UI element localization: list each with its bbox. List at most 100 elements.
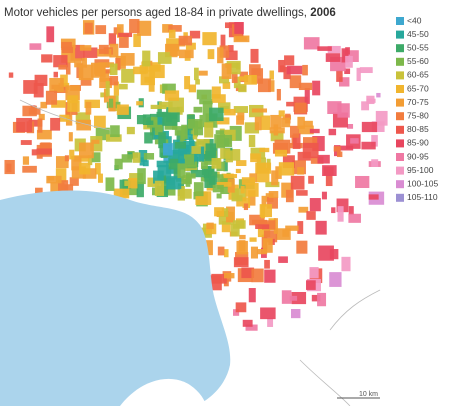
region bbox=[236, 160, 247, 167]
region bbox=[355, 175, 370, 189]
region bbox=[359, 67, 373, 74]
region bbox=[121, 68, 135, 83]
region bbox=[75, 112, 91, 125]
region bbox=[184, 134, 193, 140]
region bbox=[242, 319, 253, 327]
region bbox=[22, 105, 37, 117]
region bbox=[178, 150, 188, 164]
title: Motor vehicles per persons aged 18-84 in… bbox=[4, 7, 336, 19]
region bbox=[289, 125, 299, 138]
region bbox=[55, 168, 67, 183]
region bbox=[85, 101, 92, 115]
region bbox=[285, 225, 299, 231]
region bbox=[41, 54, 53, 63]
region bbox=[203, 153, 214, 160]
region bbox=[190, 169, 206, 178]
region bbox=[317, 154, 330, 164]
region bbox=[105, 177, 115, 191]
region bbox=[356, 67, 361, 81]
region bbox=[296, 190, 308, 196]
region bbox=[251, 268, 264, 283]
region bbox=[309, 128, 320, 134]
region bbox=[233, 309, 240, 316]
region bbox=[178, 35, 193, 46]
region bbox=[189, 137, 194, 146]
region bbox=[119, 188, 130, 199]
region bbox=[206, 222, 214, 230]
region bbox=[347, 123, 354, 129]
region bbox=[142, 50, 151, 67]
region bbox=[184, 76, 191, 90]
legend-label: 105-110 bbox=[407, 192, 438, 202]
region bbox=[212, 184, 224, 193]
region bbox=[97, 173, 103, 183]
peninsula bbox=[120, 378, 206, 406]
region bbox=[249, 64, 261, 76]
region bbox=[224, 108, 236, 116]
region bbox=[187, 119, 203, 129]
region bbox=[250, 246, 258, 259]
region bbox=[188, 84, 197, 93]
region bbox=[217, 174, 224, 189]
region bbox=[224, 273, 235, 279]
region bbox=[196, 89, 212, 100]
region bbox=[297, 221, 304, 234]
region bbox=[217, 246, 225, 256]
region bbox=[4, 159, 15, 175]
region bbox=[47, 176, 55, 181]
region bbox=[157, 112, 165, 125]
region bbox=[22, 165, 37, 173]
region bbox=[33, 83, 44, 98]
region bbox=[229, 149, 241, 161]
region bbox=[269, 127, 285, 134]
region bbox=[205, 143, 216, 156]
region bbox=[219, 45, 230, 58]
region bbox=[129, 173, 143, 181]
region bbox=[164, 90, 180, 101]
region bbox=[119, 33, 129, 48]
region bbox=[144, 76, 153, 83]
region bbox=[248, 288, 256, 303]
region bbox=[303, 120, 313, 127]
region bbox=[124, 180, 130, 187]
region bbox=[292, 133, 301, 149]
legend-swatch bbox=[396, 112, 404, 121]
region bbox=[216, 181, 232, 187]
region bbox=[325, 174, 333, 187]
region bbox=[200, 162, 208, 169]
region bbox=[302, 64, 308, 76]
region bbox=[181, 124, 188, 139]
region bbox=[259, 147, 270, 153]
region bbox=[371, 159, 379, 167]
region bbox=[221, 208, 229, 217]
region bbox=[284, 55, 295, 66]
region bbox=[240, 185, 245, 194]
region bbox=[260, 307, 276, 320]
legend-label: 45-50 bbox=[407, 29, 429, 39]
region bbox=[163, 143, 173, 156]
region bbox=[254, 116, 262, 131]
region bbox=[180, 188, 192, 199]
region bbox=[169, 158, 180, 170]
region bbox=[209, 107, 224, 122]
region bbox=[116, 24, 124, 38]
region bbox=[201, 166, 214, 176]
legend-swatch bbox=[396, 153, 404, 161]
region bbox=[296, 240, 308, 254]
region bbox=[250, 48, 259, 63]
region bbox=[260, 115, 271, 130]
region bbox=[233, 257, 249, 268]
region bbox=[74, 58, 82, 68]
region bbox=[194, 67, 199, 81]
region bbox=[162, 112, 178, 126]
region bbox=[163, 185, 176, 196]
title-year: 2006 bbox=[310, 7, 336, 19]
region bbox=[236, 240, 248, 255]
region bbox=[185, 173, 196, 179]
region bbox=[118, 32, 133, 38]
region bbox=[91, 139, 100, 144]
legend-label: 50-55 bbox=[407, 42, 429, 52]
region bbox=[147, 117, 160, 128]
region bbox=[95, 163, 101, 175]
region bbox=[93, 115, 106, 128]
